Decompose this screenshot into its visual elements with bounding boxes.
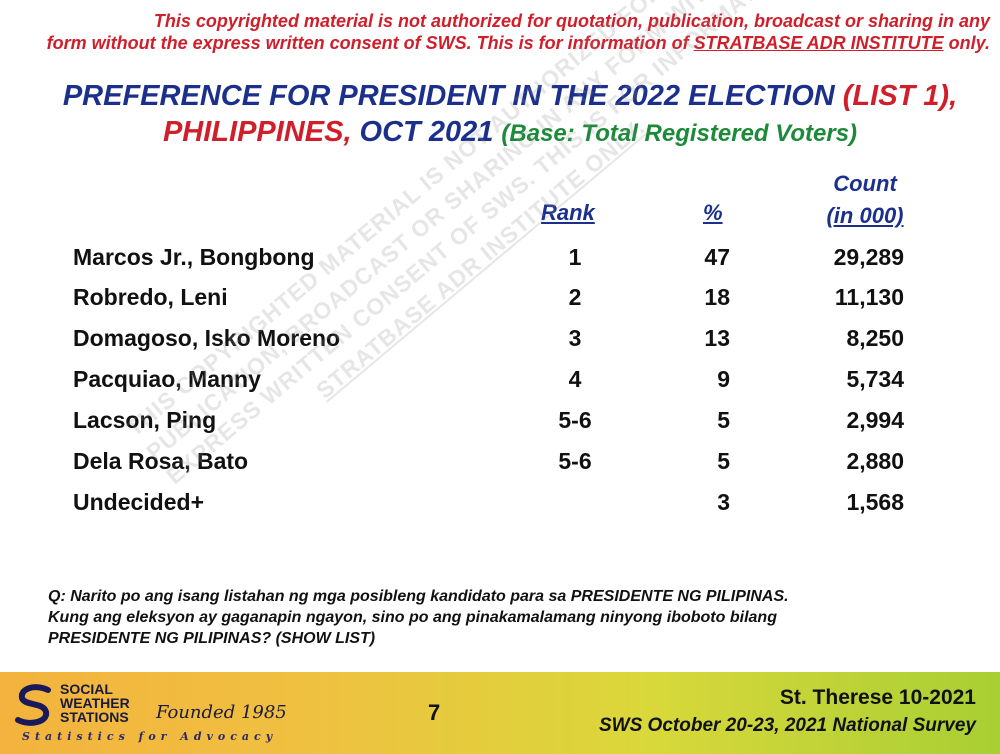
page-number: 7	[428, 700, 441, 725]
candidate-count: 2,994	[846, 407, 904, 433]
percent-header: %	[703, 200, 723, 225]
survey-source: SWS October 20-23, 2021 National Survey	[599, 715, 976, 736]
candidate-percent: 18	[704, 284, 730, 310]
count-header-line-2: (in 000)	[826, 203, 904, 228]
founded-label: Founded 1985	[156, 702, 287, 723]
table-row: Domagoso, Isko Moreno 3 13 8,250	[0, 325, 1000, 365]
candidate-name: Marcos Jr., Bongbong	[73, 244, 315, 270]
candidate-rank: 5-6	[558, 448, 592, 474]
notice-line-2-end: only.	[943, 33, 990, 53]
candidate-name: Dela Rosa, Bato	[73, 448, 249, 474]
table-row: Marcos Jr., Bongbong 1 47 29,289	[0, 244, 1000, 284]
table-row: Undecided+ 3 1,568	[0, 489, 1000, 529]
question-line-3: PRESIDENTE NG PILIPINAS? (SHOW LIST)	[48, 630, 376, 647]
sws-logo-text: SOCIAL WEATHER STATIONS	[60, 682, 130, 724]
candidate-rank: 4	[568, 366, 582, 392]
candidate-count: 5,734	[846, 366, 904, 392]
sws-logo-icon	[15, 684, 51, 726]
title-date: OCT 2021	[351, 116, 502, 148]
candidate-rank: 3	[568, 325, 582, 351]
candidate-percent: 13	[704, 325, 730, 351]
candidate-count: 29,289	[833, 244, 904, 270]
candidate-name: Domagoso, Isko Moreno	[73, 325, 341, 351]
table-row: Lacson, Ping 5-6 5 2,994	[0, 407, 1000, 447]
candidate-name: Undecided+	[73, 489, 205, 515]
footer-info: St. Therese 10-2021 SWS October 20-23, 2…	[599, 684, 976, 740]
notice-line-2-text: form without the express written consent…	[46, 33, 694, 53]
candidate-rank: 2	[568, 284, 582, 310]
candidate-name: Robredo, Leni	[73, 284, 228, 310]
candidate-rank: 1	[568, 244, 582, 270]
count-header: Count (in 000)	[810, 168, 920, 232]
candidate-percent: 9	[717, 366, 730, 392]
table-row: Pacquiao, Manny 4 9 5,734	[0, 366, 1000, 406]
slide-title: PREFERENCE FOR PRESIDENT IN THE 2022 ELE…	[30, 78, 990, 152]
table-row: Robredo, Leni 2 18 11,130	[0, 284, 1000, 324]
tagline: Statistics for Advocacy	[22, 730, 278, 743]
candidate-count: 1,568	[846, 489, 904, 515]
candidate-rank: 5-6	[558, 407, 592, 433]
candidate-percent: 5	[717, 407, 730, 433]
candidate-percent: 5	[717, 448, 730, 474]
title-base: (Base: Total Registered Voters)	[501, 120, 858, 147]
footer-band: SOCIAL WEATHER STATIONS Founded 1985 Sta…	[0, 672, 1000, 754]
candidate-name: Lacson, Ping	[73, 407, 217, 433]
title-line-1: PREFERENCE FOR PRESIDENT IN THE 2022 ELE…	[30, 78, 990, 114]
copyright-notice: This copyrighted material is not authori…	[30, 10, 990, 54]
candidate-percent: 3	[717, 489, 730, 515]
candidate-count: 11,130	[834, 284, 904, 310]
title-list-label: (LIST 1),	[842, 80, 958, 112]
slide-id: St. Therese 10-2021	[779, 686, 976, 709]
title-line-2: PHILIPPINES, OCT 2021 (Base: Total Regis…	[30, 114, 990, 152]
notice-institute-name: STRATBASE ADR INSTITUTE	[693, 33, 944, 53]
logo-line-1: SOCIAL	[60, 681, 113, 697]
title-main: PREFERENCE FOR PRESIDENT IN THE 2022 ELE…	[62, 80, 843, 112]
logo-line-3: STATIONS	[60, 709, 129, 725]
question-line-2: Kung ang eleksyon ay gaganapin ngayon, s…	[48, 609, 777, 626]
notice-line-1: This copyrighted material is not authori…	[153, 11, 990, 31]
logo-line-2: WEATHER	[60, 695, 130, 711]
count-header-line-1: Count	[833, 171, 897, 196]
candidate-count: 2,880	[846, 448, 904, 474]
question-line-1: Q: Narito po ang isang listahan ng mga p…	[48, 588, 789, 605]
title-country: PHILIPPINES,	[162, 116, 352, 148]
candidate-percent: 47	[704, 244, 730, 270]
survey-question: Q: Narito po ang isang listahan ng mga p…	[48, 586, 978, 649]
notice-line-2: form without the express written consent…	[30, 32, 990, 54]
candidate-count: 8,250	[846, 325, 904, 351]
rank-header: Rank	[541, 200, 595, 225]
candidate-name: Pacquiao, Manny	[73, 366, 261, 392]
table-row: Dela Rosa, Bato 5-6 5 2,880	[0, 448, 1000, 488]
